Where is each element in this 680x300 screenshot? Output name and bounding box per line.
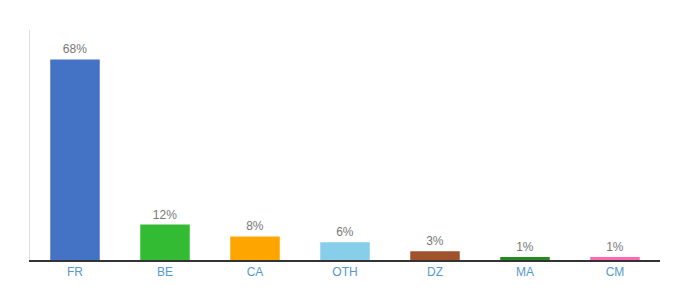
svg-text:6%: 6%: [336, 225, 354, 239]
svg-text:1%: 1%: [606, 240, 624, 254]
svg-text:68%: 68%: [63, 42, 87, 56]
svg-text:MA: MA: [516, 265, 534, 279]
svg-text:12%: 12%: [153, 208, 177, 222]
svg-text:CM: CM: [606, 265, 625, 279]
svg-text:CA: CA: [247, 265, 264, 279]
svg-text:8%: 8%: [246, 219, 264, 233]
svg-text:FR: FR: [67, 265, 83, 279]
svg-text:1%: 1%: [516, 240, 534, 254]
svg-text:OTH: OTH: [332, 265, 357, 279]
svg-text:BE: BE: [157, 265, 173, 279]
svg-text:DZ: DZ: [427, 265, 443, 279]
svg-text:3%: 3%: [426, 234, 444, 248]
